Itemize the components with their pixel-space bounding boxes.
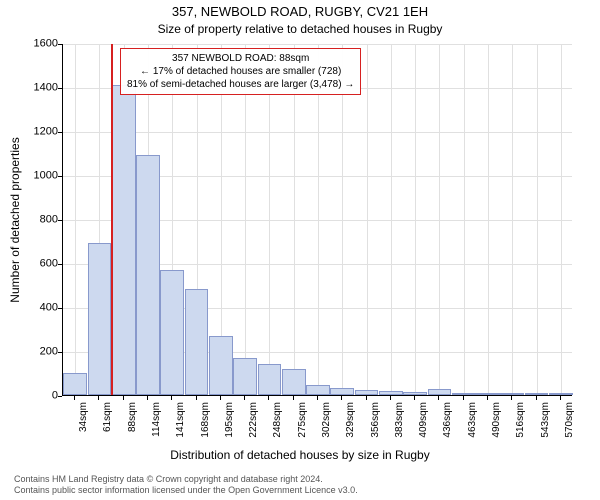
histogram-bar <box>379 391 403 395</box>
histogram-bar <box>160 270 184 395</box>
y-tick-mark <box>58 220 62 221</box>
histogram-bar <box>500 393 524 395</box>
x-tick-label: 570sqm <box>565 402 575 442</box>
y-tick-mark <box>58 396 62 397</box>
x-tick-mark <box>293 396 294 400</box>
x-tick-label: 222sqm <box>249 402 259 442</box>
histogram-bar <box>112 85 136 395</box>
x-tick-label: 409sqm <box>419 402 429 442</box>
y-tick-mark <box>58 44 62 45</box>
x-tick-mark <box>123 396 124 400</box>
footer-attribution: Contains HM Land Registry data © Crown c… <box>14 474 358 496</box>
annotation-line1: 357 NEWBOLD ROAD: 88sqm <box>127 52 354 65</box>
y-tick-label: 1200 <box>0 127 58 138</box>
x-tick-mark <box>147 396 148 400</box>
histogram-bar <box>355 390 379 395</box>
histogram-bar <box>330 388 354 395</box>
histogram-bar <box>63 373 87 395</box>
histogram-bar <box>233 358 257 395</box>
chart-subtitle: Size of property relative to detached ho… <box>0 22 600 36</box>
y-tick-mark <box>58 132 62 133</box>
histogram-bar <box>282 369 306 395</box>
histogram-bar <box>476 393 500 395</box>
chart-container: 357, NEWBOLD ROAD, RUGBY, CV21 1EH Size … <box>0 0 600 500</box>
x-tick-mark <box>414 396 415 400</box>
histogram-bar <box>209 336 233 395</box>
histogram-bar <box>549 393 573 395</box>
x-tick-mark <box>366 396 367 400</box>
x-tick-mark <box>341 396 342 400</box>
x-tick-label: 114sqm <box>152 402 162 442</box>
y-tick-mark <box>58 88 62 89</box>
y-tick-label: 1000 <box>0 171 58 182</box>
x-tick-label: 463sqm <box>468 402 478 442</box>
histogram-bar <box>428 389 452 395</box>
y-tick-label: 800 <box>0 215 58 226</box>
footer-line1: Contains HM Land Registry data © Crown c… <box>14 474 358 485</box>
histogram-bar <box>306 385 330 395</box>
x-tick-mark <box>74 396 75 400</box>
y-tick-label: 200 <box>0 347 58 358</box>
y-tick-label: 1600 <box>0 39 58 50</box>
histogram-bar <box>88 243 112 395</box>
x-tick-label: 543sqm <box>541 402 551 442</box>
y-tick-label: 400 <box>0 303 58 314</box>
x-tick-label: 141sqm <box>176 402 186 442</box>
x-tick-mark <box>98 396 99 400</box>
annotation-box: 357 NEWBOLD ROAD: 88sqm← 17% of detached… <box>120 48 361 95</box>
histogram-bar <box>185 289 209 395</box>
annotation-line2: ← 17% of detached houses are smaller (72… <box>127 65 354 78</box>
bars-layer <box>63 44 572 395</box>
x-tick-label: 490sqm <box>492 402 502 442</box>
x-tick-label: 302sqm <box>322 402 332 442</box>
histogram-bar <box>452 393 476 395</box>
x-tick-label: 329sqm <box>346 402 356 442</box>
y-tick-label: 1400 <box>0 83 58 94</box>
x-tick-label: 88sqm <box>128 402 138 442</box>
x-tick-label: 383sqm <box>395 402 405 442</box>
x-tick-mark <box>487 396 488 400</box>
y-tick-mark <box>58 308 62 309</box>
x-tick-mark <box>536 396 537 400</box>
x-tick-mark <box>390 396 391 400</box>
x-tick-label: 356sqm <box>371 402 381 442</box>
y-tick-label: 600 <box>0 259 58 270</box>
x-tick-label: 34sqm <box>79 402 89 442</box>
x-tick-mark <box>171 396 172 400</box>
x-tick-label: 275sqm <box>298 402 308 442</box>
x-tick-label: 168sqm <box>201 402 211 442</box>
x-tick-mark <box>511 396 512 400</box>
histogram-bar <box>258 364 282 395</box>
x-tick-mark <box>268 396 269 400</box>
x-tick-mark <box>220 396 221 400</box>
x-tick-label: 516sqm <box>516 402 526 442</box>
x-tick-mark <box>560 396 561 400</box>
marker-line <box>111 44 113 395</box>
footer-line2: Contains public sector information licen… <box>14 485 358 496</box>
y-tick-mark <box>58 264 62 265</box>
y-tick-label: 0 <box>0 391 58 402</box>
histogram-bar <box>403 392 427 395</box>
x-tick-mark <box>196 396 197 400</box>
x-axis-label: Distribution of detached houses by size … <box>0 448 600 462</box>
x-tick-label: 195sqm <box>225 402 235 442</box>
annotation-line3: 81% of semi-detached houses are larger (… <box>127 78 354 91</box>
histogram-bar <box>136 155 160 395</box>
chart-title: 357, NEWBOLD ROAD, RUGBY, CV21 1EH <box>0 4 600 19</box>
histogram-bar <box>525 393 549 395</box>
y-tick-mark <box>58 352 62 353</box>
x-tick-label: 248sqm <box>273 402 283 442</box>
x-tick-label: 436sqm <box>443 402 453 442</box>
x-tick-mark <box>463 396 464 400</box>
x-tick-mark <box>438 396 439 400</box>
plot-area <box>62 44 572 396</box>
y-tick-mark <box>58 176 62 177</box>
x-tick-label: 61sqm <box>103 402 113 442</box>
x-tick-mark <box>244 396 245 400</box>
x-tick-mark <box>317 396 318 400</box>
